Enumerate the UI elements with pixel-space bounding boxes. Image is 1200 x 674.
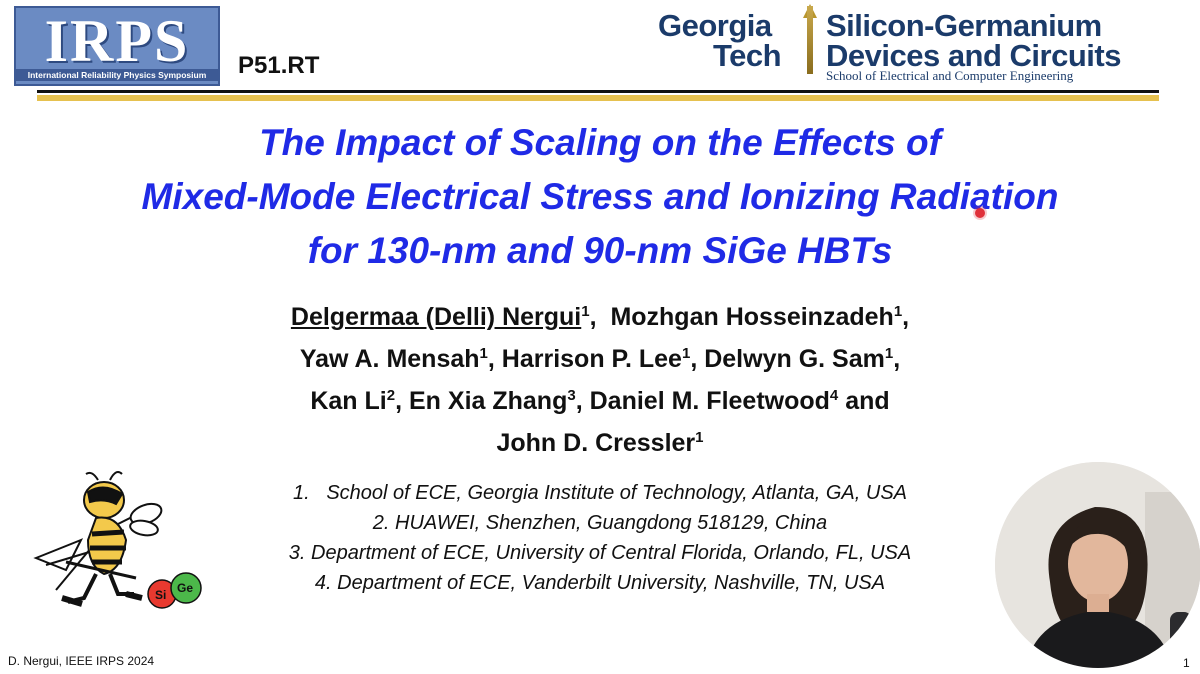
header-rule-black — [37, 90, 1159, 93]
slide-title: The Impact of Scaling on the Effects of … — [0, 116, 1200, 278]
affiliation-item: 3. Department of ECE, University of Cent… — [288, 542, 912, 564]
presenter-webcam-video — [995, 462, 1200, 668]
si-ball-label: Si — [155, 588, 166, 602]
buzz-mascot-illustration: Si Ge — [33, 471, 202, 609]
affiliation-list: 1. School of ECE, Georgia Institute of T… — [200, 478, 1000, 598]
laser-pointer-dot — [975, 208, 985, 218]
author-name: Yaw A. Mensah — [299, 345, 480, 373]
slide-page-number: 1 — [1183, 656, 1190, 670]
author-affiliation-sup: 3 — [567, 387, 576, 404]
author-line-2: Yaw A. Mensah1, Harrison P. Lee1, Delwyn… — [299, 345, 901, 373]
author-name: Kan Li — [310, 387, 387, 415]
author-affiliation-sup: 1 — [581, 303, 590, 320]
affiliation-item: 4. Department of ECE, Vanderbilt Univers… — [314, 572, 886, 594]
author-line-4: John D. Cressler1 — [0, 422, 1200, 464]
author-affiliation-sup: 1 — [681, 345, 691, 362]
author-affiliation-sup: 1 — [695, 429, 704, 446]
author-affiliation-sup: 2 — [386, 387, 396, 404]
sige-logo-line2: Devices and Circuits — [826, 38, 1121, 73]
author-name: John D. Cressler — [496, 429, 696, 457]
title-line-1: The Impact of Scaling on the Effects of — [259, 122, 941, 163]
author-affiliation-sup: 1 — [479, 345, 488, 362]
sige-logo-line1: Silicon-Germanium — [826, 8, 1102, 43]
affiliation-item: 1. School of ECE, Georgia Institute of T… — [292, 482, 908, 504]
author-name: Harrison P. Lee — [501, 345, 682, 373]
paper-code: P51.RT — [238, 52, 320, 79]
author-line-3: Kan Li2, En Xia Zhang3, Daniel M. Fleetw… — [310, 387, 890, 415]
irps-logo: IRPS International Reliability Physics S… — [14, 6, 220, 86]
author-affiliation-sup: 1 — [884, 345, 894, 362]
header-rule-gold — [37, 95, 1159, 101]
title-line-3: for 130-nm and 90-nm SiGe HBTs — [307, 230, 893, 271]
author-name: Daniel M. Fleetwood — [589, 387, 830, 415]
footer-credit: D. Nergui, IEEE IRPS 2024 — [8, 654, 155, 668]
author-affiliation-sup: 4 — [829, 387, 839, 404]
author-name: En Xia Zhang — [409, 387, 568, 415]
ge-ball-icon — [170, 572, 202, 604]
irps-logo-subtitle: International Reliability Physics Sympos… — [16, 69, 218, 81]
affiliation-item: 2. HUAWEI, Shenzhen, Guangdong 518129, C… — [372, 512, 828, 534]
and-word: and — [845, 387, 890, 415]
author-name: Delwyn G. Sam — [704, 345, 885, 373]
title-line-2: Mixed-Mode Electrical Stress and Ionizin… — [141, 176, 1059, 217]
gt-logo-line2: Tech — [713, 38, 782, 73]
author-affiliation-sup: 1 — [893, 303, 903, 320]
mascot-body — [33, 471, 163, 607]
gt-logo-line1: Georgia — [658, 8, 772, 43]
gt-logo-divider — [807, 6, 813, 74]
author-list: Delgermaa (Delli) Nergui1, Mozhgan Hosse… — [0, 296, 1200, 464]
ge-ball-label: Ge — [177, 581, 193, 595]
author-line-1: Delgermaa (Delli) Nergui1, Mozhgan Hosse… — [290, 303, 910, 331]
author-name: Delgermaa (Delli) Nergui — [290, 303, 582, 331]
author-name: Mozhgan Hosseinzadeh — [610, 303, 894, 331]
irps-logo-text: IRPS — [44, 8, 190, 74]
school-name: School of Electrical and Computer Engine… — [826, 68, 1074, 83]
presenter-portrait-image — [995, 462, 1200, 668]
